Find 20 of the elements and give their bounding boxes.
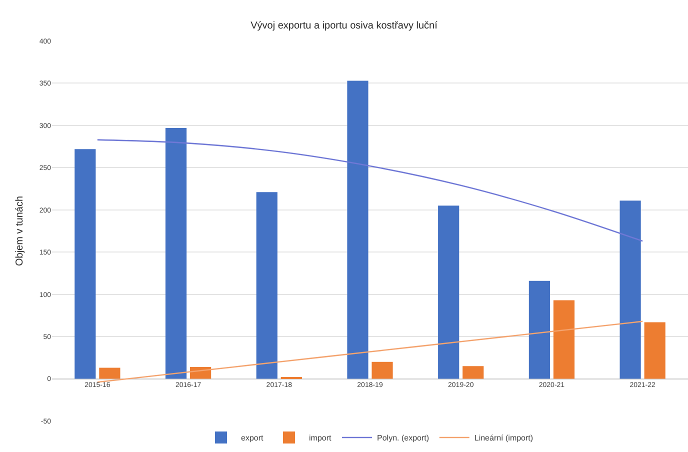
bar bbox=[372, 362, 393, 379]
bar bbox=[99, 368, 120, 379]
bar bbox=[438, 206, 460, 379]
legend-label: import bbox=[309, 434, 332, 443]
bar bbox=[553, 300, 575, 379]
legend-label: export bbox=[241, 434, 264, 443]
y-axis-title: Objem v tunách bbox=[14, 196, 26, 266]
bar bbox=[256, 192, 278, 379]
bar bbox=[74, 149, 96, 379]
legend-label: Lineární (import) bbox=[474, 434, 534, 443]
line-series bbox=[96, 320, 644, 383]
line-series bbox=[96, 139, 644, 242]
legend-label: Polyn. (export) bbox=[377, 434, 430, 443]
bar bbox=[620, 200, 641, 379]
bar bbox=[165, 128, 187, 379]
bar bbox=[462, 366, 484, 379]
bar bbox=[644, 322, 666, 379]
bar bbox=[347, 80, 368, 379]
bar bbox=[528, 280, 550, 379]
chart-title: Vývoj exportu a iportu osiva kostřavy luční bbox=[250, 20, 438, 32]
